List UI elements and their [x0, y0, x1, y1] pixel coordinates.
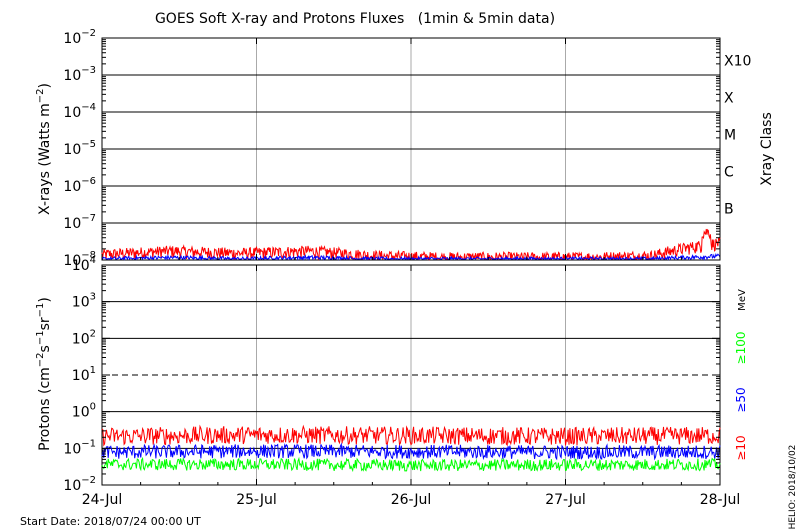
- y-tick-label: 10−2: [63, 475, 96, 494]
- flare-class-label: B: [724, 201, 734, 217]
- start-date: Start Date: 2018/07/24 00:00 UT: [20, 515, 201, 528]
- helio-stamp: HELIO: 2018/10/02: [788, 445, 798, 530]
- y-tick-label: 101: [72, 365, 96, 384]
- x-tick-label: 27-Jul: [545, 492, 586, 508]
- y-tick-label: 10−1: [63, 438, 96, 457]
- y-tick-label: 10−7: [63, 213, 96, 232]
- flare-class-label: M: [724, 127, 736, 143]
- y-tick-label: 102: [72, 328, 96, 347]
- proton-series-line: [101, 456, 721, 473]
- flare-class-label: X10: [724, 53, 751, 69]
- energy-label: MeV: [737, 289, 748, 311]
- y-tick-label: 10−8: [63, 250, 96, 269]
- y-tick-label: 10−4: [63, 102, 96, 121]
- energy-label: ≥100: [734, 332, 748, 365]
- y-tick-label: 10−6: [63, 176, 96, 195]
- xray-y-axis-label: X-rays (Watts m−2): [35, 83, 53, 215]
- y-tick-label: 10−2: [63, 28, 96, 47]
- xray-panel: 10−2 10−3 10−4 10−5 10−6 10−7 10−8 X10 X M C B X-r…: [35, 28, 775, 269]
- flare-class-label: C: [724, 164, 734, 180]
- proton-series-line: [101, 424, 721, 447]
- x-tick-label: 28-Jul: [700, 492, 741, 508]
- y-tick-label: 10−5: [63, 139, 96, 158]
- y-tick-label: 104: [72, 255, 96, 274]
- flare-class-label: X: [724, 90, 734, 106]
- energy-label: ≥10: [734, 435, 748, 460]
- y-tick-label: 100: [72, 402, 96, 421]
- y-tick-label: 103: [72, 292, 96, 311]
- x-tick-label: 25-Jul: [236, 492, 277, 508]
- energy-label: ≥50: [734, 387, 748, 412]
- chart-title: GOES Soft X-ray and Protons Fluxes (1min…: [155, 11, 555, 27]
- x-tick-label: 24-Jul: [82, 492, 123, 508]
- proton-series-line: [101, 442, 721, 461]
- x-tick-label: 26-Jul: [391, 492, 432, 508]
- proton-y-axis-label: Protons (cm−2s−1sr−1): [35, 297, 53, 451]
- xray-class-axis-label: Xray Class: [759, 112, 775, 186]
- proton-panel: 104 103 102 101 100 10−1 10−2 MeV ≥100 ≥50 ≥10 Pr…: [35, 255, 748, 494]
- y-tick-label: 10−3: [63, 65, 96, 84]
